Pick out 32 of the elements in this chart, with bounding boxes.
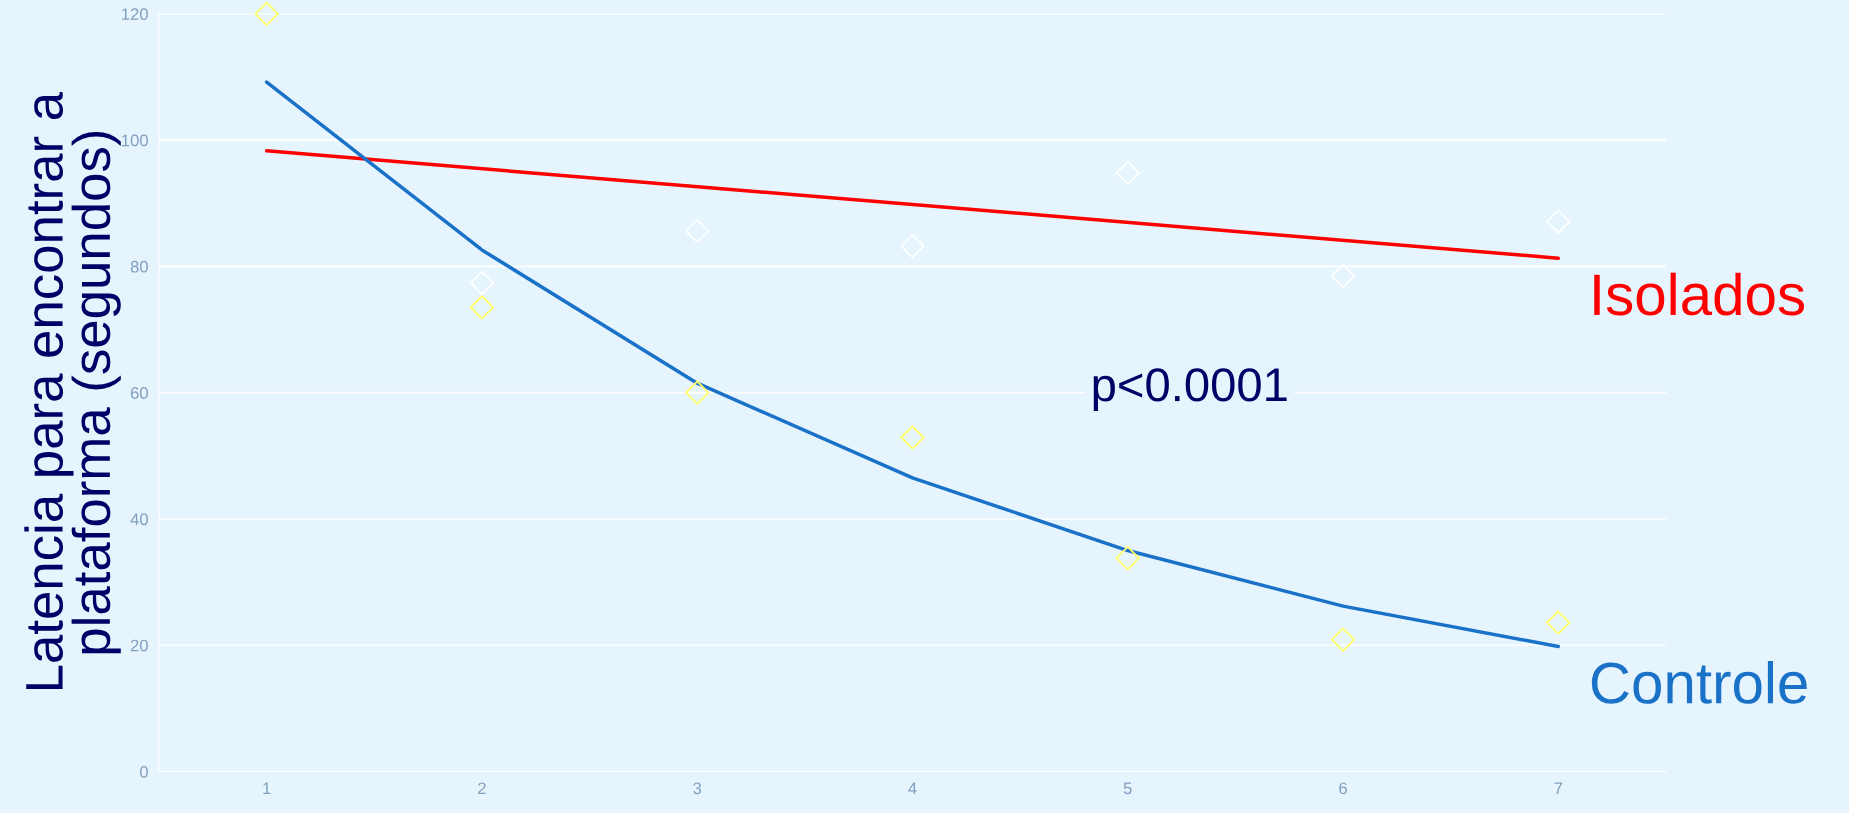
- y-tick-label: 40: [130, 513, 148, 526]
- y-tick-label: 20: [130, 639, 148, 652]
- y-tick-label: 80: [130, 260, 148, 273]
- point: [900, 234, 925, 259]
- point: [1546, 610, 1571, 635]
- x-tick-label: 4: [908, 782, 917, 795]
- series-label: Isolados: [1594, 272, 1805, 316]
- x-tick-label: 6: [1339, 782, 1347, 795]
- x-tick-label: 3: [693, 782, 702, 795]
- point: [685, 380, 710, 405]
- y-tick-label: 100: [122, 134, 148, 147]
- point: [1546, 209, 1571, 234]
- point: [469, 295, 495, 320]
- point: [254, 1, 279, 26]
- series-label: Controle: [1591, 660, 1807, 704]
- point: [469, 270, 495, 295]
- point: [1330, 627, 1356, 652]
- line-series: [264, 80, 1561, 649]
- point: [900, 425, 925, 450]
- annotation: p<0.0001: [1093, 368, 1287, 411]
- point: [685, 218, 710, 244]
- point: [1330, 263, 1356, 288]
- point: [1115, 546, 1140, 571]
- y-tick-label: 120: [122, 8, 148, 21]
- x-tick-label: 1: [263, 782, 271, 795]
- point: [1115, 160, 1140, 186]
- x-tick-label: 5: [1123, 782, 1132, 795]
- y-axis-title: Latencia para encontrar a plataforma (segundos): [24, 91, 121, 690]
- x-tick-label: 7: [1554, 782, 1563, 795]
- y-tick-label: 60: [130, 387, 148, 399]
- x-tick-label: 2: [478, 782, 486, 795]
- y-tick-label: 0: [139, 765, 148, 778]
